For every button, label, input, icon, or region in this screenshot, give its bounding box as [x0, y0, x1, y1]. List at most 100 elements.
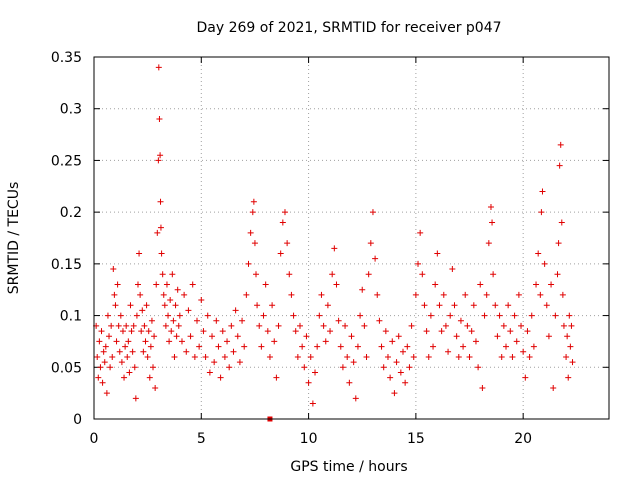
- data-point: [251, 240, 258, 247]
- data-point: [121, 374, 128, 381]
- data-point: [487, 203, 494, 210]
- y-tick-label: 0.25: [51, 153, 82, 169]
- data-point: [555, 240, 562, 247]
- data-point: [479, 384, 486, 391]
- data-point: [472, 338, 479, 345]
- data-point: [503, 343, 509, 350]
- data-point: [559, 291, 566, 298]
- data-point: [513, 338, 520, 345]
- x-tick-label: 20: [514, 431, 532, 447]
- data-point: [245, 260, 252, 267]
- y-tick-label: 0.2: [60, 205, 82, 221]
- data-point: [161, 302, 168, 309]
- data-point: [350, 359, 357, 366]
- data-point: [228, 322, 235, 329]
- data-point: [217, 374, 224, 381]
- data-point: [475, 364, 482, 371]
- data-point: [115, 322, 122, 329]
- y-tick-label: 0: [73, 412, 82, 428]
- data-point: [543, 302, 550, 309]
- data-point: [253, 271, 260, 278]
- data-point: [509, 353, 516, 360]
- data-point: [288, 291, 295, 298]
- data-point: [449, 266, 456, 273]
- data-point: [279, 219, 286, 226]
- data-point: [565, 374, 572, 381]
- data-point: [191, 353, 198, 360]
- data-point: [539, 188, 546, 195]
- data-point: [346, 379, 353, 386]
- data-point: [318, 291, 325, 298]
- data-point: [537, 291, 544, 298]
- data-point: [464, 322, 471, 329]
- data-point: [286, 271, 293, 278]
- data-point: [165, 312, 172, 319]
- data-point: [550, 384, 557, 391]
- data-point: [109, 353, 116, 360]
- data-point: [129, 348, 136, 355]
- data-point: [266, 353, 273, 360]
- data-point: [290, 312, 297, 319]
- data-point: [538, 209, 545, 216]
- data-point: [157, 224, 164, 231]
- data-point: [281, 209, 288, 216]
- data-point: [126, 369, 133, 376]
- data-point: [256, 322, 263, 329]
- chart-title: Day 269 of 2021, SRMTID for receiver p04…: [196, 20, 501, 36]
- data-point: [447, 312, 454, 319]
- data-point: [485, 240, 492, 247]
- data-point: [241, 343, 248, 350]
- data-point: [294, 353, 301, 360]
- data-point: [548, 281, 555, 288]
- data-point: [247, 229, 254, 236]
- data-point: [466, 353, 473, 360]
- data-point: [292, 328, 299, 335]
- data-point: [143, 302, 150, 309]
- data-point: [95, 374, 102, 381]
- data-point: [421, 302, 428, 309]
- data-point: [196, 343, 203, 350]
- data-point: [130, 322, 137, 329]
- data-point: [558, 219, 565, 226]
- data-point: [277, 250, 284, 257]
- data-point: [166, 338, 173, 345]
- data-point: [155, 64, 162, 71]
- tick-labels: 0 0.05 0.1 0.15 0.2 0.25 0.3 0.35 0 5 10 15 20: [51, 50, 532, 447]
- data-point: [209, 333, 216, 340]
- data-point: [114, 281, 121, 288]
- data-point: [533, 281, 540, 288]
- data-point: [124, 353, 131, 360]
- x-axis-label: GPS time / hours: [290, 459, 407, 475]
- data-point: [305, 379, 312, 386]
- data-point: [557, 141, 564, 148]
- data-point: [481, 312, 488, 319]
- data-point: [363, 353, 370, 360]
- data-point: [384, 353, 391, 360]
- data-point: [554, 271, 561, 278]
- data-point: [451, 302, 458, 309]
- x-tick-label: 15: [407, 431, 425, 447]
- data-point: [505, 302, 512, 309]
- data-point: [200, 328, 207, 335]
- data-point: [219, 328, 226, 335]
- data-point: [430, 343, 437, 350]
- data-point: [202, 353, 209, 360]
- data-point: [367, 240, 374, 247]
- data-point: [442, 322, 449, 329]
- data-point: [119, 328, 126, 335]
- data-point: [301, 364, 308, 371]
- data-point: [150, 364, 157, 371]
- data-point: [490, 271, 497, 278]
- data-point: [564, 333, 571, 340]
- data-point: [211, 359, 218, 366]
- data-point: [440, 291, 447, 298]
- data-point: [171, 353, 178, 360]
- data-point: [163, 281, 170, 288]
- data-point: [530, 343, 537, 350]
- data-point: [400, 348, 406, 355]
- data-point: [524, 328, 531, 335]
- data-point: [522, 374, 529, 381]
- data-point: [174, 286, 181, 293]
- data-point: [329, 271, 336, 278]
- data-point: [250, 198, 257, 205]
